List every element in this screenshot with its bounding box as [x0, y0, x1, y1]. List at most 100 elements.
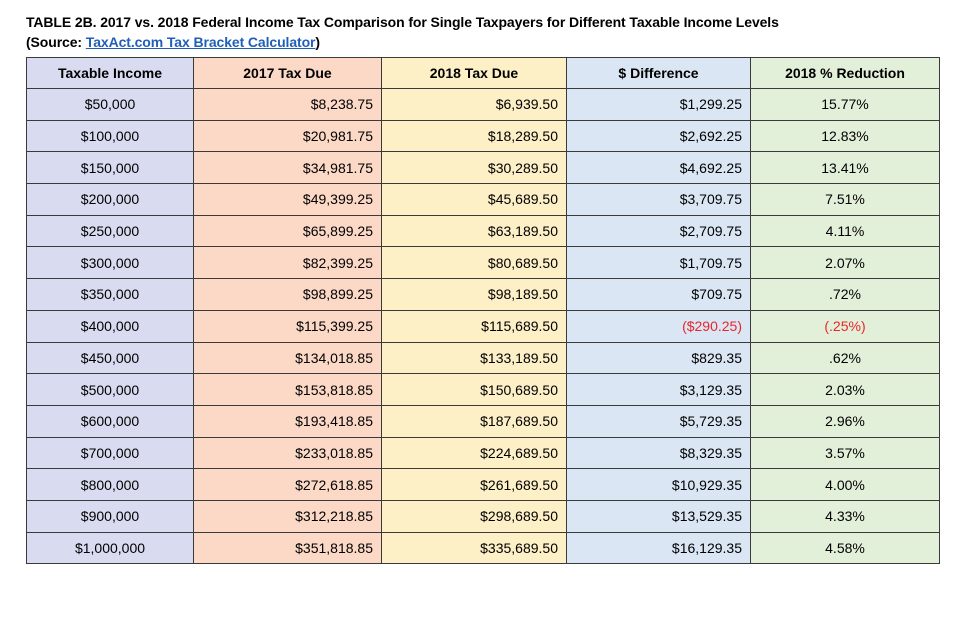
cell-difference: $709.75 — [566, 278, 751, 311]
cell-2017-tax-due: $98,899.25 — [193, 278, 382, 311]
table-title: TABLE 2B. 2017 vs. 2018 Federal Income T… — [26, 14, 779, 30]
cell-2017-tax-due: $153,818.85 — [193, 373, 382, 406]
table-caption: TABLE 2B. 2017 vs. 2018 Federal Income T… — [26, 12, 956, 52]
cell-2017-tax-due: $8,238.75 — [193, 88, 382, 121]
cell-percent-reduction: .62% — [750, 341, 940, 375]
cell-difference: $5,729.35 — [566, 404, 751, 438]
cell-difference: $3,129.35 — [566, 373, 751, 406]
cell-percent-reduction: 2.03% — [750, 373, 940, 406]
cell-percent-reduction: 4.11% — [750, 214, 940, 248]
tax-comparison-table: Taxable Income 2017 Tax Due 2018 Tax Due… — [26, 57, 940, 565]
cell-percent-reduction: 4.58% — [750, 531, 940, 565]
cell-2017-tax-due: $134,018.85 — [193, 341, 382, 375]
cell-taxable-income: $500,000 — [26, 373, 194, 406]
header-taxable-income: Taxable Income — [26, 57, 194, 89]
table-row: $700,000 $233,018.85 $224,689.50 $8,329.35 3… — [26, 436, 940, 470]
cell-difference: $1,299.25 — [566, 88, 751, 121]
cell-2017-tax-due: $20,981.75 — [193, 119, 382, 153]
cell-percent-reduction: 2.07% — [750, 246, 940, 280]
cell-2018-tax-due: $6,939.50 — [381, 88, 567, 121]
table-row: $100,000 $20,981.75 $18,289.50 $2,692.25 12.… — [26, 119, 940, 153]
cell-2017-tax-due: $34,981.75 — [193, 151, 382, 185]
cell-2018-tax-due: $224,689.50 — [381, 436, 567, 470]
cell-percent-reduction: 7.51% — [750, 183, 940, 216]
header-row: Taxable Income 2017 Tax Due 2018 Tax Due… — [26, 57, 940, 89]
cell-percent-reduction: (.25%) — [750, 309, 940, 343]
cell-difference: $1,709.75 — [566, 246, 751, 280]
cell-2018-tax-due: $80,689.50 — [381, 246, 567, 280]
header-2018-tax-due: 2018 Tax Due — [381, 57, 567, 89]
cell-2018-tax-due: $98,189.50 — [381, 278, 567, 311]
table-row: $500,000 $153,818.85 $150,689.50 $3,129.35 2… — [26, 373, 940, 406]
cell-difference: $8,329.35 — [566, 436, 751, 470]
cell-2017-tax-due: $272,618.85 — [193, 468, 382, 501]
cell-difference: $3,709.75 — [566, 183, 751, 216]
cell-taxable-income: $400,000 — [26, 309, 194, 343]
cell-difference: ($290.25) — [566, 309, 751, 343]
cell-difference: $16,129.35 — [566, 531, 751, 565]
cell-difference: $829.35 — [566, 341, 751, 375]
table-row: $350,000 $98,899.25 $98,189.50 $709.75.72% — [26, 278, 940, 311]
cell-difference: $2,692.25 — [566, 119, 751, 153]
cell-taxable-income: $200,000 — [26, 183, 194, 216]
table-row: $800,000 $272,618.85 $261,689.50 $10,929.35… — [26, 468, 940, 501]
cell-taxable-income: $600,000 — [26, 404, 194, 438]
cell-difference: $10,929.35 — [566, 468, 751, 501]
cell-difference: $13,529.35 — [566, 499, 751, 533]
header-difference: $ Difference — [566, 57, 751, 89]
cell-percent-reduction: 12.83% — [750, 119, 940, 153]
cell-taxable-income: $700,000 — [26, 436, 194, 470]
cell-2017-tax-due: $115,399.25 — [193, 309, 382, 343]
source-suffix: ) — [315, 34, 320, 50]
cell-2017-tax-due: $82,399.25 — [193, 246, 382, 280]
cell-2017-tax-due: $233,018.85 — [193, 436, 382, 470]
cell-percent-reduction: 4.00% — [750, 468, 940, 501]
table-row: $1,000,000 $351,818.85 $335,689.50 $16,129.… — [26, 531, 940, 565]
cell-percent-reduction: 2.96% — [750, 404, 940, 438]
table-row: $400,000 $115,399.25 $115,689.50 ($290.25)(… — [26, 309, 940, 343]
table-row: $900,000 $312,218.85 $298,689.50 $13,529.35… — [26, 499, 940, 533]
cell-2018-tax-due: $133,189.50 — [381, 341, 567, 375]
cell-taxable-income: $50,000 — [26, 88, 194, 121]
cell-difference: $2,709.75 — [566, 214, 751, 248]
cell-2017-tax-due: $351,818.85 — [193, 531, 382, 565]
table-row: $250,000 $65,899.25 $63,189.50 $2,709.75 4.1… — [26, 214, 940, 248]
cell-taxable-income: $900,000 — [26, 499, 194, 533]
cell-2018-tax-due: $261,689.50 — [381, 468, 567, 501]
cell-2017-tax-due: $65,899.25 — [193, 214, 382, 248]
cell-taxable-income: $1,000,000 — [26, 531, 194, 565]
cell-2018-tax-due: $18,289.50 — [381, 119, 567, 153]
cell-taxable-income: $250,000 — [26, 214, 194, 248]
header-percent-reduction: 2018 % Reduction — [750, 57, 940, 89]
cell-2017-tax-due: $312,218.85 — [193, 499, 382, 533]
cell-percent-reduction: 4.33% — [750, 499, 940, 533]
table-row: $200,000 $49,399.25 $45,689.50 $3,709.75 7.5… — [26, 183, 940, 216]
cell-taxable-income: $450,000 — [26, 341, 194, 375]
table-row: $450,000 $134,018.85 $133,189.50 $829.35.62… — [26, 341, 940, 375]
cell-taxable-income: $300,000 — [26, 246, 194, 280]
cell-taxable-income: $350,000 — [26, 278, 194, 311]
cell-2017-tax-due: $193,418.85 — [193, 404, 382, 438]
cell-2018-tax-due: $45,689.50 — [381, 183, 567, 216]
header-2017-tax-due: 2017 Tax Due — [193, 57, 382, 89]
source-link[interactable]: TaxAct.com Tax Bracket Calculator — [85, 34, 316, 50]
cell-2017-tax-due: $49,399.25 — [193, 183, 382, 216]
table-row: $600,000 $193,418.85 $187,689.50 $5,729.35 2… — [26, 404, 940, 438]
cell-difference: $4,692.25 — [566, 151, 751, 185]
cell-percent-reduction: 13.41% — [750, 151, 940, 185]
table-row: $50,000 $8,238.75 $6,939.50 $1,299.25 15.77% — [26, 88, 940, 121]
table-row: $300,000 $82,399.25 $80,689.50 $1,709.75 2.0… — [26, 246, 940, 280]
table-row: $150,000 $34,981.75 $30,289.50 $4,692.25 13.… — [26, 151, 940, 185]
cell-percent-reduction: 15.77% — [750, 88, 940, 121]
cell-2018-tax-due: $150,689.50 — [381, 373, 567, 406]
cell-taxable-income: $150,000 — [26, 151, 194, 185]
table-body: $50,000 $8,238.75 $6,939.50 $1,299.25 15.77%… — [26, 88, 940, 565]
cell-percent-reduction: 3.57% — [750, 436, 940, 470]
source-prefix: (Source: — [26, 34, 86, 50]
source-line: (Source: TaxAct.com Tax Bracket Calculat… — [26, 32, 956, 52]
cell-2018-tax-due: $30,289.50 — [381, 151, 567, 185]
cell-taxable-income: $100,000 — [26, 119, 194, 153]
cell-percent-reduction: .72% — [750, 278, 940, 311]
cell-2018-tax-due: $63,189.50 — [381, 214, 567, 248]
cell-2018-tax-due: $298,689.50 — [381, 499, 567, 533]
